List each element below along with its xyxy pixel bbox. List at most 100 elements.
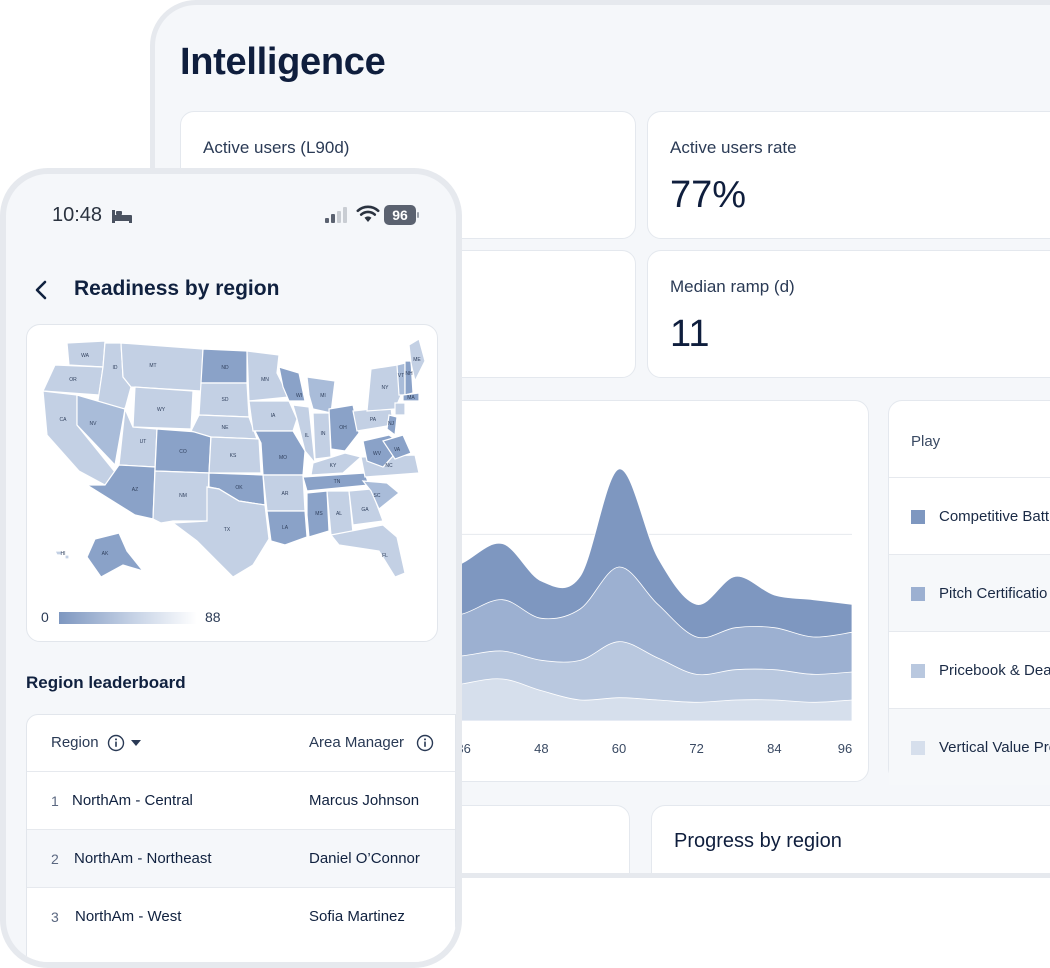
kpi-label: Active users rate <box>670 138 797 157</box>
legend-swatch <box>911 741 925 755</box>
play-row[interactable]: Pricebook & Deal <box>889 631 1050 708</box>
svg-text:NV: NV <box>90 421 98 427</box>
legend-max-value: 88 <box>205 609 221 625</box>
svg-text:OK: OK <box>235 485 243 491</box>
column-header-region[interactable]: Region <box>51 734 99 751</box>
svg-text:CO: CO <box>179 449 187 455</box>
svg-text:NM: NM <box>179 493 187 499</box>
svg-text:WI: WI <box>296 393 302 399</box>
svg-text:IL: IL <box>305 433 309 439</box>
table-row[interactable]: 2 NorthAm - Northeast Daniel O’Connor <box>27 829 455 887</box>
svg-text:CA: CA <box>60 417 68 423</box>
area-chart: 36 48 60 72 84 96 <box>386 468 853 756</box>
table-row[interactable]: 3 NorthAm - West Sofia Martinez <box>27 887 455 945</box>
us-map-card: WA OR CA ID NV MT WY UT AZ CO NM ND SD NE KS OK TX M… <box>26 324 438 642</box>
region-name: NorthAm - Northeast <box>74 850 212 867</box>
column-header-area-manager[interactable]: Area Manager <box>309 734 405 751</box>
info-icon[interactable] <box>416 734 434 752</box>
svg-text:MS: MS <box>315 511 323 517</box>
legend-swatch <box>911 510 925 524</box>
svg-text:NY: NY <box>382 385 390 391</box>
svg-text:NJ: NJ <box>388 421 395 427</box>
state-labels: WA OR CA ID NV MT WY UT AZ CO NM ND SD NE KS OK TX M… <box>60 353 422 559</box>
svg-text:IN: IN <box>321 431 326 437</box>
play-row[interactable]: Pitch Certificatio <box>889 554 1050 631</box>
svg-text:IA: IA <box>271 413 276 419</box>
x-tick-label: 48 <box>534 741 548 756</box>
play-label: Vertical Value Pro <box>939 739 1050 756</box>
us-choropleth-map[interactable]: WA OR CA ID NV MT WY UT AZ CO NM ND SD NE KS OK TX M… <box>27 325 438 595</box>
region-name: NorthAm - West <box>75 908 182 925</box>
svg-text:GA: GA <box>361 507 369 513</box>
rank: 2 <box>51 851 59 867</box>
back-chevron-icon[interactable] <box>32 278 52 302</box>
table-row[interactable]: 1 NorthAm - Central Marcus Johnson <box>27 771 455 829</box>
x-tick-label: 60 <box>612 741 626 756</box>
play-label: Competitive Batt <box>939 508 1050 525</box>
status-time: 10:48 <box>52 204 103 226</box>
svg-text:LA: LA <box>282 525 289 531</box>
svg-text:WV: WV <box>373 451 382 457</box>
battery-indicator: 96 <box>384 205 419 225</box>
leaderboard-title: Region leaderboard <box>26 673 186 692</box>
play-row[interactable]: Vertical Value Pro <box>889 708 1050 785</box>
cellular-signal-icon <box>325 207 347 223</box>
svg-text:KY: KY <box>330 463 337 469</box>
kpi-card-active-rate: Active users rate 77% <box>647 111 1050 239</box>
sort-caret-down-icon[interactable] <box>131 740 141 746</box>
phone-frame: 10:48 96 Readiness by region <box>0 168 462 968</box>
play-column-header: Play <box>911 433 941 450</box>
svg-text:WY: WY <box>157 407 166 413</box>
svg-text:KS: KS <box>230 453 237 459</box>
legend-swatch <box>911 587 925 601</box>
play-label: Pitch Certificatio <box>939 585 1048 602</box>
progress-by-region-card: Progress by region <box>651 805 1050 873</box>
svg-text:MT: MT <box>149 363 156 369</box>
legend-min-value: 0 <box>41 609 49 625</box>
svg-text:UT: UT <box>140 439 147 445</box>
kpi-label: Median ramp (d) <box>670 277 795 296</box>
svg-text:MO: MO <box>279 455 287 461</box>
svg-text:MA: MA <box>407 395 415 401</box>
rank: 1 <box>51 793 59 809</box>
rank: 3 <box>51 909 59 925</box>
legend-gradient-bar <box>59 612 197 624</box>
svg-text:MI: MI <box>320 393 326 399</box>
svg-text:ME: ME <box>413 357 421 363</box>
page-title: Intelligence <box>180 41 386 83</box>
manager-name: Daniel O’Connor <box>309 850 420 867</box>
legend-swatch <box>911 664 925 678</box>
svg-text:TX: TX <box>224 527 231 533</box>
svg-text:OR: OR <box>69 377 77 383</box>
svg-text:AZ: AZ <box>132 487 138 493</box>
svg-text:ND: ND <box>221 365 229 371</box>
kpi-card-median-ramp: Median ramp (d) 11 <box>647 250 1050 378</box>
x-tick-label: 72 <box>689 741 703 756</box>
svg-text:NH: NH <box>405 371 413 377</box>
svg-text:FL: FL <box>382 553 388 559</box>
kpi-value: 11 <box>670 313 710 355</box>
svg-text:AK: AK <box>102 551 109 557</box>
x-tick-label: 96 <box>838 741 852 756</box>
play-row[interactable]: Competitive Batt <box>889 477 1050 554</box>
x-tick-label: 84 <box>767 741 781 756</box>
manager-name: Sofia Martinez <box>309 908 405 925</box>
svg-text:SD: SD <box>222 397 229 403</box>
manager-name: Marcus Johnson <box>309 792 420 809</box>
svg-text:HI: HI <box>61 551 66 557</box>
svg-text:AR: AR <box>282 491 289 497</box>
info-icon[interactable] <box>107 734 125 752</box>
svg-text:TN: TN <box>334 479 341 485</box>
svg-text:VA: VA <box>394 447 401 453</box>
svg-text:AL: AL <box>336 511 342 517</box>
wifi-icon <box>356 205 380 222</box>
sleep-mode-icon <box>112 210 132 223</box>
svg-text:PA: PA <box>370 417 377 423</box>
svg-text:NC: NC <box>385 463 393 469</box>
leaderboard-table: Region Area Manager 1 NorthAm - Central … <box>26 714 456 962</box>
svg-text:SC: SC <box>374 493 381 499</box>
screen-title: Readiness by region <box>74 277 280 300</box>
svg-text:WA: WA <box>81 353 90 359</box>
progress-title: Progress by region <box>674 830 842 852</box>
play-list-card: Play Competitive Batt Pitch Certificatio… <box>888 400 1050 785</box>
